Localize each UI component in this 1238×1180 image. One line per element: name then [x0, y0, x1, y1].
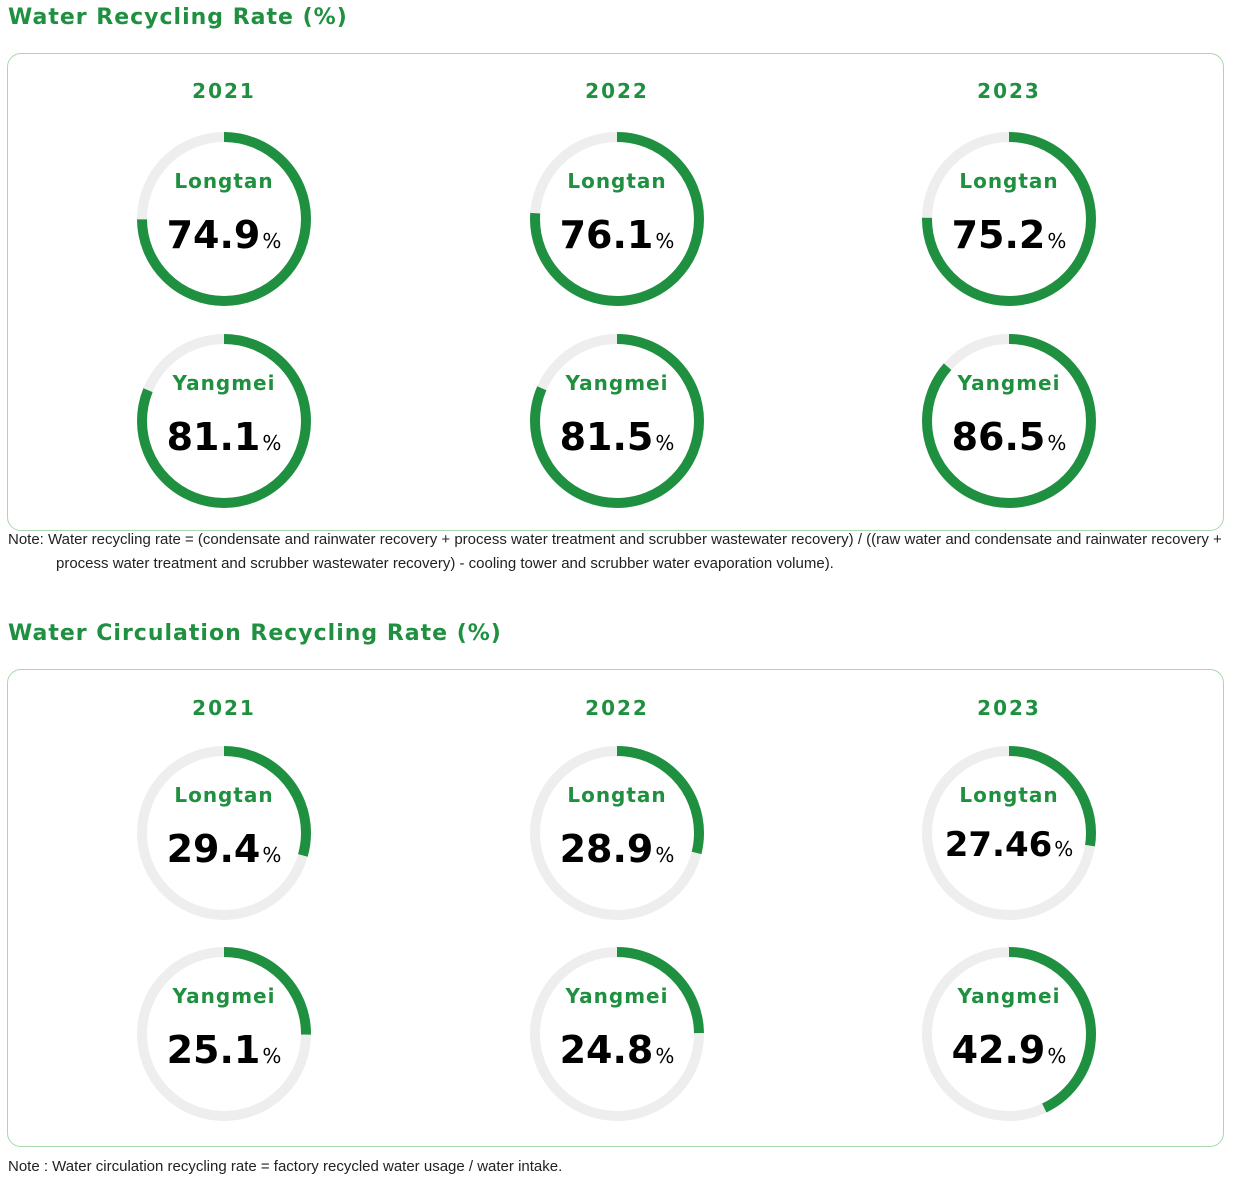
- donut-value-arc: [137, 334, 311, 508]
- footnote: Note: Water recycling rate = (condensate…: [8, 531, 1222, 572]
- donut-ring: [922, 132, 1096, 306]
- donut-chart: Longtan 74.9%: [136, 131, 312, 307]
- donut-chart: Yangmei 25.1%: [136, 946, 312, 1122]
- value-label: 25.1%: [136, 1028, 312, 1072]
- value-label: 75.2%: [921, 213, 1097, 257]
- year-label: 2022: [585, 696, 649, 720]
- donut-ring: [137, 746, 311, 920]
- value-number: 28.9: [559, 827, 654, 871]
- donut-ring: [137, 947, 311, 1121]
- value-number: 76.1: [559, 213, 654, 257]
- site-label: Longtan: [174, 169, 274, 193]
- donut-chart: Longtan 75.2%: [921, 131, 1097, 307]
- value-label: 29.4%: [136, 827, 312, 871]
- value-label: 86.5%: [921, 415, 1097, 459]
- percent-sign: %: [1054, 837, 1074, 861]
- value-label: 28.9%: [529, 827, 705, 871]
- percent-sign: %: [655, 1044, 675, 1068]
- value-label: 27.46%: [921, 825, 1097, 865]
- value-number: 42.9: [951, 1028, 1046, 1072]
- donut-chart: Longtan 27.46%: [921, 745, 1097, 921]
- chart-panel-recycling: [7, 53, 1224, 531]
- site-label: Yangmei: [172, 371, 276, 395]
- donut-chart: Longtan 76.1%: [529, 131, 705, 307]
- donut-ring: [137, 334, 311, 508]
- donut-value-arc: [530, 746, 704, 920]
- value-number: 74.9: [166, 213, 261, 257]
- donut-value-arc: [137, 132, 311, 306]
- year-label: 2023: [977, 79, 1041, 103]
- donut-value-arc: [530, 132, 704, 306]
- donut-value-arc: [922, 132, 1096, 306]
- value-label: 81.1%: [136, 415, 312, 459]
- percent-sign: %: [262, 843, 282, 867]
- donut-ring: [137, 132, 311, 306]
- donut-ring: [922, 334, 1096, 508]
- donut-value-arc: [137, 746, 311, 920]
- year-label: 2021: [192, 79, 256, 103]
- percent-sign: %: [262, 431, 282, 455]
- donut-chart: Yangmei 42.9%: [921, 946, 1097, 1122]
- donut-ring: [530, 132, 704, 306]
- donut-chart: Yangmei 81.1%: [136, 333, 312, 509]
- site-label: Longtan: [959, 783, 1059, 807]
- year-label: 2022: [585, 79, 649, 103]
- site-label: Yangmei: [172, 984, 276, 1008]
- donut-value-arc: [922, 947, 1096, 1121]
- donut-ring: [922, 947, 1096, 1121]
- donut-value-arc: [922, 334, 1096, 508]
- section-title-circulation: Water Circulation Recycling Rate (%): [8, 621, 502, 646]
- donut-chart: Yangmei 86.5%: [921, 333, 1097, 509]
- donut-value-arc: [922, 746, 1096, 920]
- value-number: 75.2: [951, 213, 1046, 257]
- percent-sign: %: [655, 843, 675, 867]
- donut-value-arc: [530, 947, 704, 1121]
- donut-chart: Yangmei 81.5%: [529, 333, 705, 509]
- value-number: 25.1: [166, 1028, 261, 1072]
- site-label: Longtan: [567, 783, 667, 807]
- site-label: Yangmei: [565, 984, 669, 1008]
- donut-chart: Longtan 29.4%: [136, 745, 312, 921]
- year-label: 2023: [977, 696, 1041, 720]
- percent-sign: %: [1047, 431, 1067, 455]
- donut-ring: [922, 746, 1096, 920]
- value-label: 42.9%: [921, 1028, 1097, 1072]
- value-number: 81.1: [166, 415, 261, 459]
- percent-sign: %: [655, 229, 675, 253]
- donut-chart: Yangmei 24.8%: [529, 946, 705, 1122]
- value-number: 24.8: [559, 1028, 654, 1072]
- value-number: 27.46: [944, 825, 1053, 865]
- donut-value-arc: [137, 947, 311, 1121]
- percent-sign: %: [655, 431, 675, 455]
- site-label: Longtan: [567, 169, 667, 193]
- donut-ring: [530, 746, 704, 920]
- site-label: Longtan: [959, 169, 1059, 193]
- chart-panel-circulation: [7, 669, 1224, 1147]
- footnote: Note : Water circulation recycling rate …: [8, 1158, 563, 1175]
- year-label: 2021: [192, 696, 256, 720]
- donut-ring: [530, 334, 704, 508]
- percent-sign: %: [1047, 229, 1067, 253]
- site-label: Longtan: [174, 783, 274, 807]
- donut-ring: [530, 947, 704, 1121]
- site-label: Yangmei: [957, 984, 1061, 1008]
- donut-chart: Longtan 28.9%: [529, 745, 705, 921]
- percent-sign: %: [262, 229, 282, 253]
- value-number: 81.5: [559, 415, 654, 459]
- percent-sign: %: [262, 1044, 282, 1068]
- value-label: 24.8%: [529, 1028, 705, 1072]
- value-label: 81.5%: [529, 415, 705, 459]
- percent-sign: %: [1047, 1044, 1067, 1068]
- value-number: 86.5: [951, 415, 1046, 459]
- value-label: 76.1%: [529, 213, 705, 257]
- value-number: 29.4: [166, 827, 261, 871]
- site-label: Yangmei: [565, 371, 669, 395]
- site-label: Yangmei: [957, 371, 1061, 395]
- section-title-recycling: Water Recycling Rate (%): [8, 5, 348, 30]
- value-label: 74.9%: [136, 213, 312, 257]
- donut-value-arc: [530, 334, 704, 508]
